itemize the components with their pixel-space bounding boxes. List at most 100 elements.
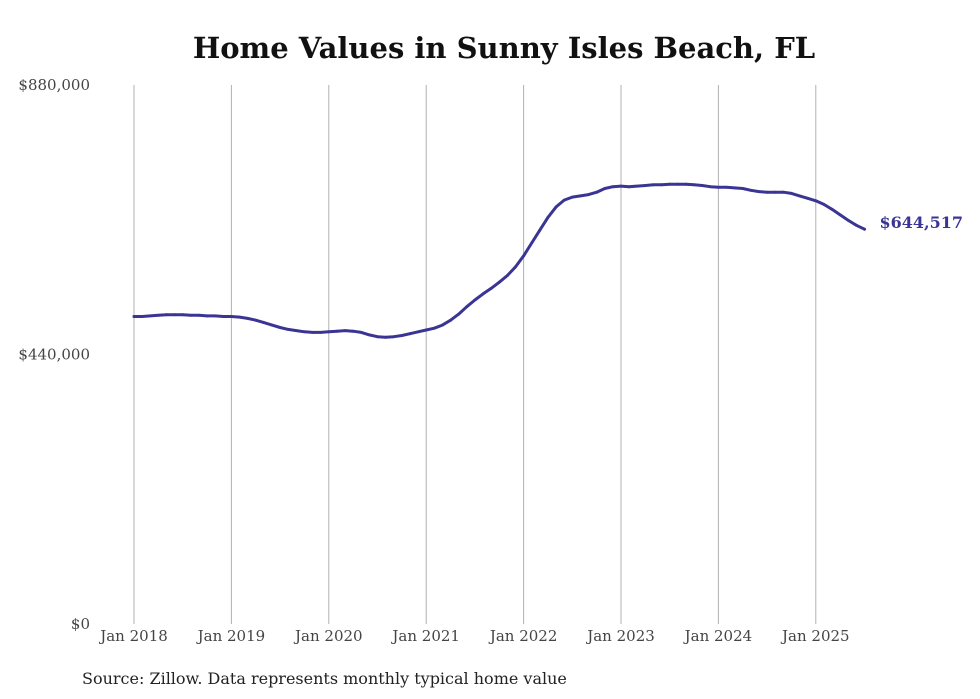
data-point	[546, 215, 550, 219]
data-point	[481, 292, 485, 296]
data-point	[254, 318, 258, 322]
data-point	[603, 187, 607, 190]
y-tick-label: $880,000	[18, 76, 90, 94]
data-point	[595, 190, 599, 194]
data-point	[230, 315, 233, 318]
data-point	[303, 330, 306, 334]
x-tick-label: Jan 2020	[293, 627, 363, 645]
end-value-label: $644,517	[880, 213, 964, 232]
data-point	[156, 313, 160, 317]
data-point	[384, 335, 387, 339]
data-point	[449, 318, 452, 322]
x-tick-label: Jan 2024	[683, 627, 753, 645]
data-point	[473, 298, 477, 302]
data-point	[781, 190, 785, 194]
data-point	[489, 287, 493, 290]
data-point	[562, 198, 566, 202]
data-point	[587, 193, 590, 197]
series-layer: $644,517	[132, 182, 964, 339]
x-tick-label: Jan 2022	[488, 627, 558, 645]
data-point	[522, 254, 525, 258]
data-point	[506, 274, 509, 277]
data-point	[660, 183, 663, 187]
data-point	[457, 312, 461, 316]
data-point	[441, 323, 444, 327]
data-point	[749, 188, 753, 192]
data-point	[294, 329, 298, 332]
data-point	[863, 227, 866, 231]
data-point	[408, 332, 412, 336]
data-point	[205, 314, 209, 318]
data-point	[173, 313, 177, 317]
data-point	[376, 335, 379, 339]
data-point	[830, 207, 834, 211]
data-point	[514, 265, 517, 269]
data-point	[708, 185, 712, 189]
data-point	[368, 333, 371, 337]
data-point	[238, 315, 241, 319]
data-point	[278, 326, 282, 329]
x-axis-ticks: Jan 2018 Jan 2019 Jan 2020 Jan 2021 Jan 2022…	[98, 627, 849, 645]
data-point	[676, 182, 680, 186]
source-note: Source: Zillow. Data represents monthly …	[82, 669, 567, 688]
data-point	[132, 315, 136, 318]
data-point	[733, 186, 736, 190]
data-point	[846, 219, 850, 222]
data-point	[652, 183, 655, 187]
data-point	[351, 329, 355, 333]
data-point	[619, 184, 623, 188]
data-point	[790, 192, 793, 195]
data-point	[692, 183, 696, 187]
data-point	[757, 190, 761, 194]
data-point	[814, 199, 818, 203]
data-point	[684, 182, 688, 186]
data-point	[806, 196, 810, 200]
data-point	[741, 187, 745, 190]
data-point	[311, 331, 314, 334]
data-point	[181, 313, 185, 317]
data-point	[189, 313, 193, 317]
gridlines	[133, 85, 817, 624]
data-point	[838, 213, 842, 217]
data-point	[465, 305, 469, 309]
data-point	[570, 195, 574, 199]
x-tick-label: Jan 2023	[585, 627, 655, 645]
x-tick-label: Jan 2025	[780, 627, 850, 645]
data-point	[668, 182, 672, 186]
x-tick-label: Jan 2018	[98, 627, 168, 645]
data-point	[270, 323, 274, 327]
y-tick-label: $440,000	[18, 346, 90, 364]
data-point	[319, 331, 323, 334]
data-point	[700, 184, 704, 187]
data-point	[822, 203, 826, 206]
data-point	[855, 223, 858, 227]
data-point	[165, 313, 168, 317]
data-point	[627, 185, 631, 189]
data-point	[538, 228, 542, 232]
x-tick-label: Jan 2019	[196, 627, 266, 645]
data-point	[197, 313, 201, 317]
data-point	[221, 315, 225, 318]
data-point	[554, 205, 558, 209]
y-tick-label: $0	[71, 615, 90, 633]
data-point	[635, 184, 639, 188]
data-point	[392, 335, 396, 339]
data-point	[725, 185, 728, 189]
data-point	[327, 330, 331, 334]
chart-title: Home Values in Sunny Isles Beach, FL	[193, 31, 815, 65]
y-axis-ticks: $0 $440,000 $880,000	[18, 76, 90, 633]
data-point	[148, 314, 152, 318]
data-point	[343, 329, 347, 332]
data-point	[432, 326, 436, 330]
data-point	[497, 280, 501, 284]
data-point	[611, 185, 615, 189]
data-point	[286, 328, 290, 331]
data-point	[798, 194, 801, 198]
data-point	[359, 331, 363, 334]
data-point	[530, 241, 534, 245]
data-point	[335, 329, 339, 333]
data-point	[262, 321, 266, 324]
data-point	[579, 194, 582, 198]
series-line	[132, 182, 866, 339]
x-tick-label: Jan 2021	[390, 627, 460, 645]
